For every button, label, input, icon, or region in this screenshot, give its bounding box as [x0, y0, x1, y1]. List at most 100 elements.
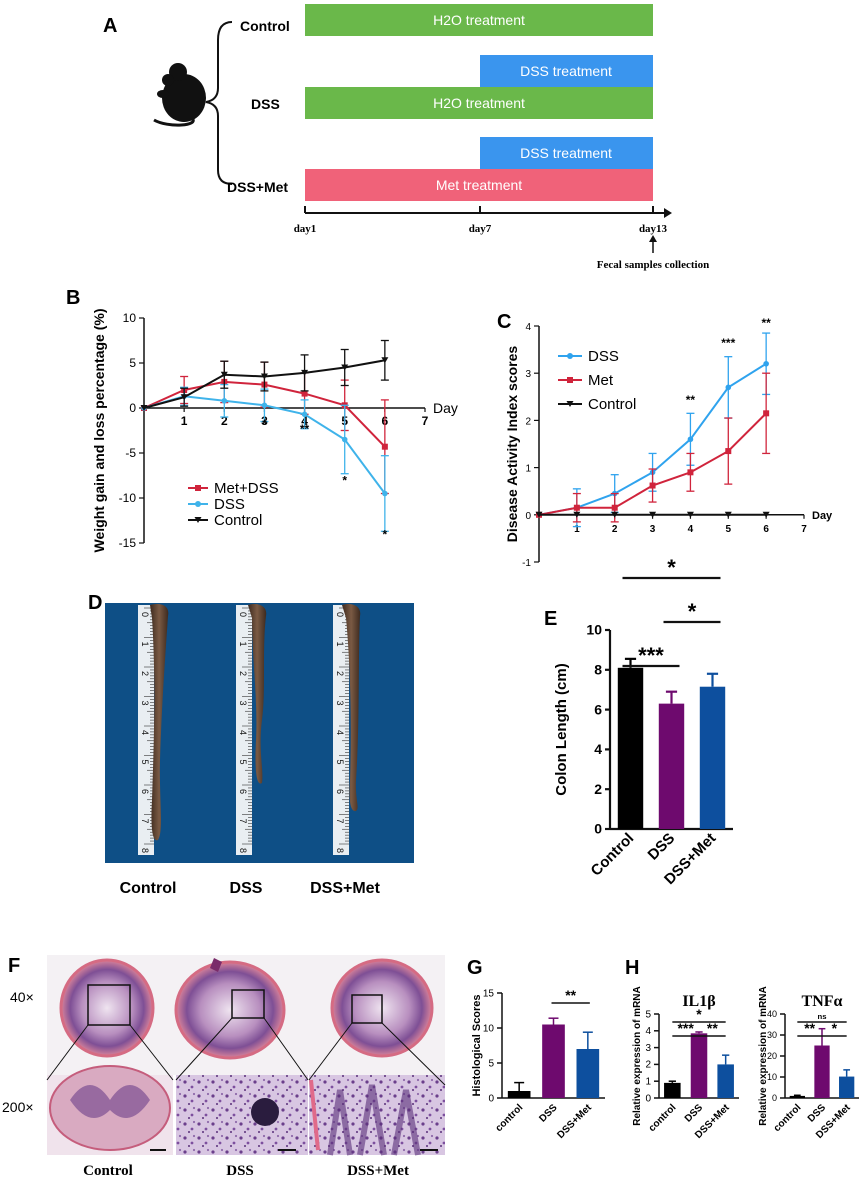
data-point — [649, 511, 657, 518]
collection-label: Fecal samples collection — [597, 259, 709, 271]
y-axis-label: Relative expression of mRNA — [758, 986, 769, 1126]
highmag-dss-met-edge — [309, 1079, 320, 1151]
significance-label: * — [667, 555, 676, 580]
ruler-number: 2 — [238, 671, 248, 676]
y-tick-label: 10 — [767, 1072, 777, 1082]
data-point — [535, 511, 543, 518]
x-tick-label: 2 — [221, 414, 228, 428]
day-label-day7: day7 — [469, 223, 492, 235]
y-tick-label: 3 — [645, 1043, 651, 1054]
dss-h2o-label: H2O treatment — [433, 95, 525, 111]
bar-control — [789, 1095, 805, 1098]
collection-arrow-icon — [649, 235, 657, 242]
bar-dss-met — [839, 1076, 855, 1098]
highmag-dss-lymphoid — [251, 1098, 279, 1126]
x-axis-label: Day — [812, 510, 833, 522]
x-tick-label: 4 — [688, 524, 694, 535]
met-met-label: Met treatment — [436, 177, 522, 193]
data-point — [301, 390, 308, 397]
ruler-number: 6 — [238, 789, 248, 794]
zoom-box-dss-met — [351, 994, 383, 1024]
y-tick-label: -5 — [125, 446, 136, 460]
panel-e-letter: E — [544, 608, 557, 630]
histology-label-dss-met: DSS+Met — [347, 1163, 409, 1179]
ruler-number: 3 — [335, 701, 345, 706]
panel-c-letter: C — [497, 311, 511, 333]
y-tick-label: 0 — [129, 401, 136, 415]
ruler-number: 6 — [335, 789, 345, 794]
bar-dss — [814, 1045, 830, 1098]
y-tick-label: 15 — [483, 988, 495, 999]
x-tick-label: 3 — [650, 524, 656, 535]
zoom-line — [46, 1024, 89, 1081]
data-point — [180, 394, 188, 401]
ruler-number: 6 — [140, 789, 150, 794]
y-tick-label: 0 — [645, 1093, 651, 1104]
y-tick-label: 3 — [525, 369, 531, 380]
y-tick-label: 0 — [525, 511, 531, 522]
panel-b-letter: B — [66, 287, 80, 309]
ruler-number: 2 — [140, 671, 150, 676]
y-tick-label: 4 — [525, 322, 531, 333]
y-tick-label: 40 — [767, 1009, 777, 1019]
data-point — [763, 360, 769, 367]
significance-label: ** — [686, 393, 696, 407]
chart-title: IL1β — [682, 993, 715, 1010]
zoom-line — [381, 1022, 446, 1086]
y-tick-label: 30 — [767, 1030, 777, 1040]
ruler-number: 7 — [335, 819, 345, 824]
y-tick-label: 2 — [525, 416, 531, 427]
category-label: DSS — [537, 1102, 560, 1125]
ruler — [333, 605, 349, 855]
data-point — [724, 511, 732, 518]
significance-label: ** — [707, 1020, 718, 1036]
dss-h2o-bar — [305, 87, 653, 119]
data-point — [649, 482, 656, 489]
y-axis-label: Relative expression of mRNA — [632, 986, 643, 1126]
x-tick-label: 2 — [612, 524, 618, 535]
highmag-control-crypts — [70, 1085, 150, 1118]
y-tick-label: 4 — [645, 1026, 651, 1037]
chart-title: TNFα — [802, 993, 843, 1010]
y-tick-label: 2 — [594, 781, 602, 797]
bar-dss-met — [699, 686, 726, 829]
legend-marker — [566, 401, 574, 407]
ruler-number: 7 — [140, 819, 150, 824]
ruler-number: 1 — [238, 642, 248, 647]
ruler — [236, 605, 252, 855]
y-tick-label: 5 — [488, 1058, 494, 1069]
bar-dss — [690, 1033, 708, 1098]
y-tick-label: 6 — [594, 701, 602, 717]
met-met-bar — [305, 169, 653, 201]
panel-a-letter: A — [103, 15, 117, 37]
y-axis-label: Colon Length (cm) — [553, 663, 570, 795]
y-tick-label: -1 — [522, 558, 531, 569]
y-tick-label: 0 — [772, 1093, 777, 1103]
data-point — [725, 384, 732, 391]
colon-dss — [248, 604, 267, 784]
data-point — [687, 436, 694, 443]
highmag-dss-met-villi — [327, 1084, 421, 1156]
colon-dss-met — [342, 604, 361, 812]
data-point — [341, 364, 349, 371]
group-label-dss: DSS — [251, 96, 280, 112]
y-tick-label: 10 — [123, 311, 137, 325]
legend-label: Met+DSS — [214, 480, 279, 497]
bar-control — [507, 1091, 531, 1098]
y-tick-label: -10 — [119, 491, 137, 505]
histology-images — [46, 955, 446, 1156]
significance-label: * — [688, 599, 697, 624]
y-tick-label: 1 — [645, 1077, 651, 1088]
data-point — [686, 511, 694, 518]
panel-a: A Control DSS DSS+Met H2O treatment DSS … — [103, 4, 709, 271]
zoom-box-dss — [231, 989, 265, 1019]
y-tick-label: 5 — [645, 1009, 651, 1020]
legend-label: DSS — [214, 496, 245, 513]
data-point — [341, 436, 348, 443]
control-h2o-label: H2O treatment — [433, 12, 525, 28]
zoom-line — [175, 1017, 233, 1081]
